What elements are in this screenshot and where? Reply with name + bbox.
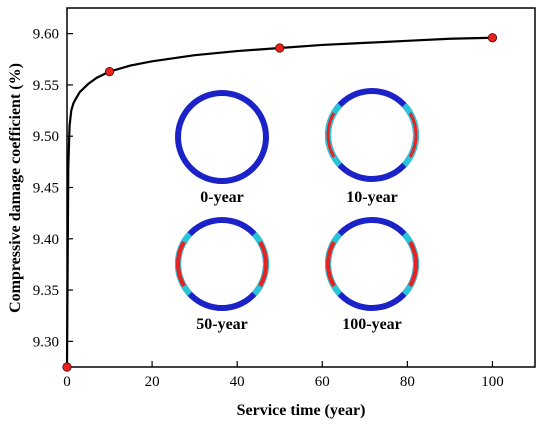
- data-marker: [487, 33, 498, 43]
- ring-damage-zone: [175, 240, 186, 288]
- ring-inset: 10-year: [325, 88, 419, 206]
- y-ticks: 9.30 9.35 9.40 9.45 9.50 9.55 9.60: [33, 27, 73, 350]
- ring-inset: 100-year: [325, 217, 419, 333]
- x-tick-label: 100: [481, 374, 504, 390]
- y-tick-label: 9.50: [33, 129, 59, 145]
- ring-damage-zone: [258, 240, 269, 288]
- y-axis-title: Compressive damage coefficient (%): [7, 63, 24, 313]
- y-tick-label: 9.30: [33, 334, 59, 350]
- data-marker: [62, 362, 72, 372]
- ring: [175, 90, 269, 184]
- data-markers: [62, 33, 498, 372]
- ring: [175, 217, 269, 311]
- damage-curve: [65, 36, 493, 368]
- ring-damage-zone: [326, 112, 336, 158]
- ring-inset: 0-year: [175, 90, 269, 206]
- plot-frame: [66, 7, 536, 368]
- data-marker: [104, 66, 115, 77]
- ring-damage-zone: [325, 240, 336, 288]
- ring-damage-zone: [408, 240, 419, 288]
- x-tick-label: 40: [230, 374, 245, 390]
- ring-damage-zone: [408, 112, 418, 158]
- ring-label: 10-year: [346, 189, 398, 206]
- x-tick-label: 20: [145, 374, 160, 390]
- x-tick-label: 80: [400, 374, 415, 390]
- ring-inset: 50-year: [175, 217, 269, 333]
- x-axis-title: Service time (year): [237, 402, 366, 419]
- y-tick-label: 9.40: [33, 232, 59, 248]
- ring-label: 50-year: [196, 316, 248, 333]
- ring: [325, 88, 419, 182]
- x-tick-label: 60: [315, 374, 330, 390]
- ring: [325, 217, 419, 311]
- ring-label: 100-year: [342, 316, 402, 333]
- y-tick-label: 9.45: [33, 181, 59, 197]
- y-tick-label: 9.60: [33, 27, 59, 43]
- ring-label: 0-year: [200, 189, 244, 206]
- ring-insets: 0-year 10-year 50-year 100-year: [175, 88, 419, 333]
- x-ticks: 0 20 40 60 80 100: [63, 361, 504, 390]
- x-tick-label: 0: [63, 374, 71, 390]
- y-tick-label: 9.55: [33, 78, 59, 94]
- data-marker: [275, 43, 285, 53]
- y-tick-label: 9.35: [33, 283, 59, 299]
